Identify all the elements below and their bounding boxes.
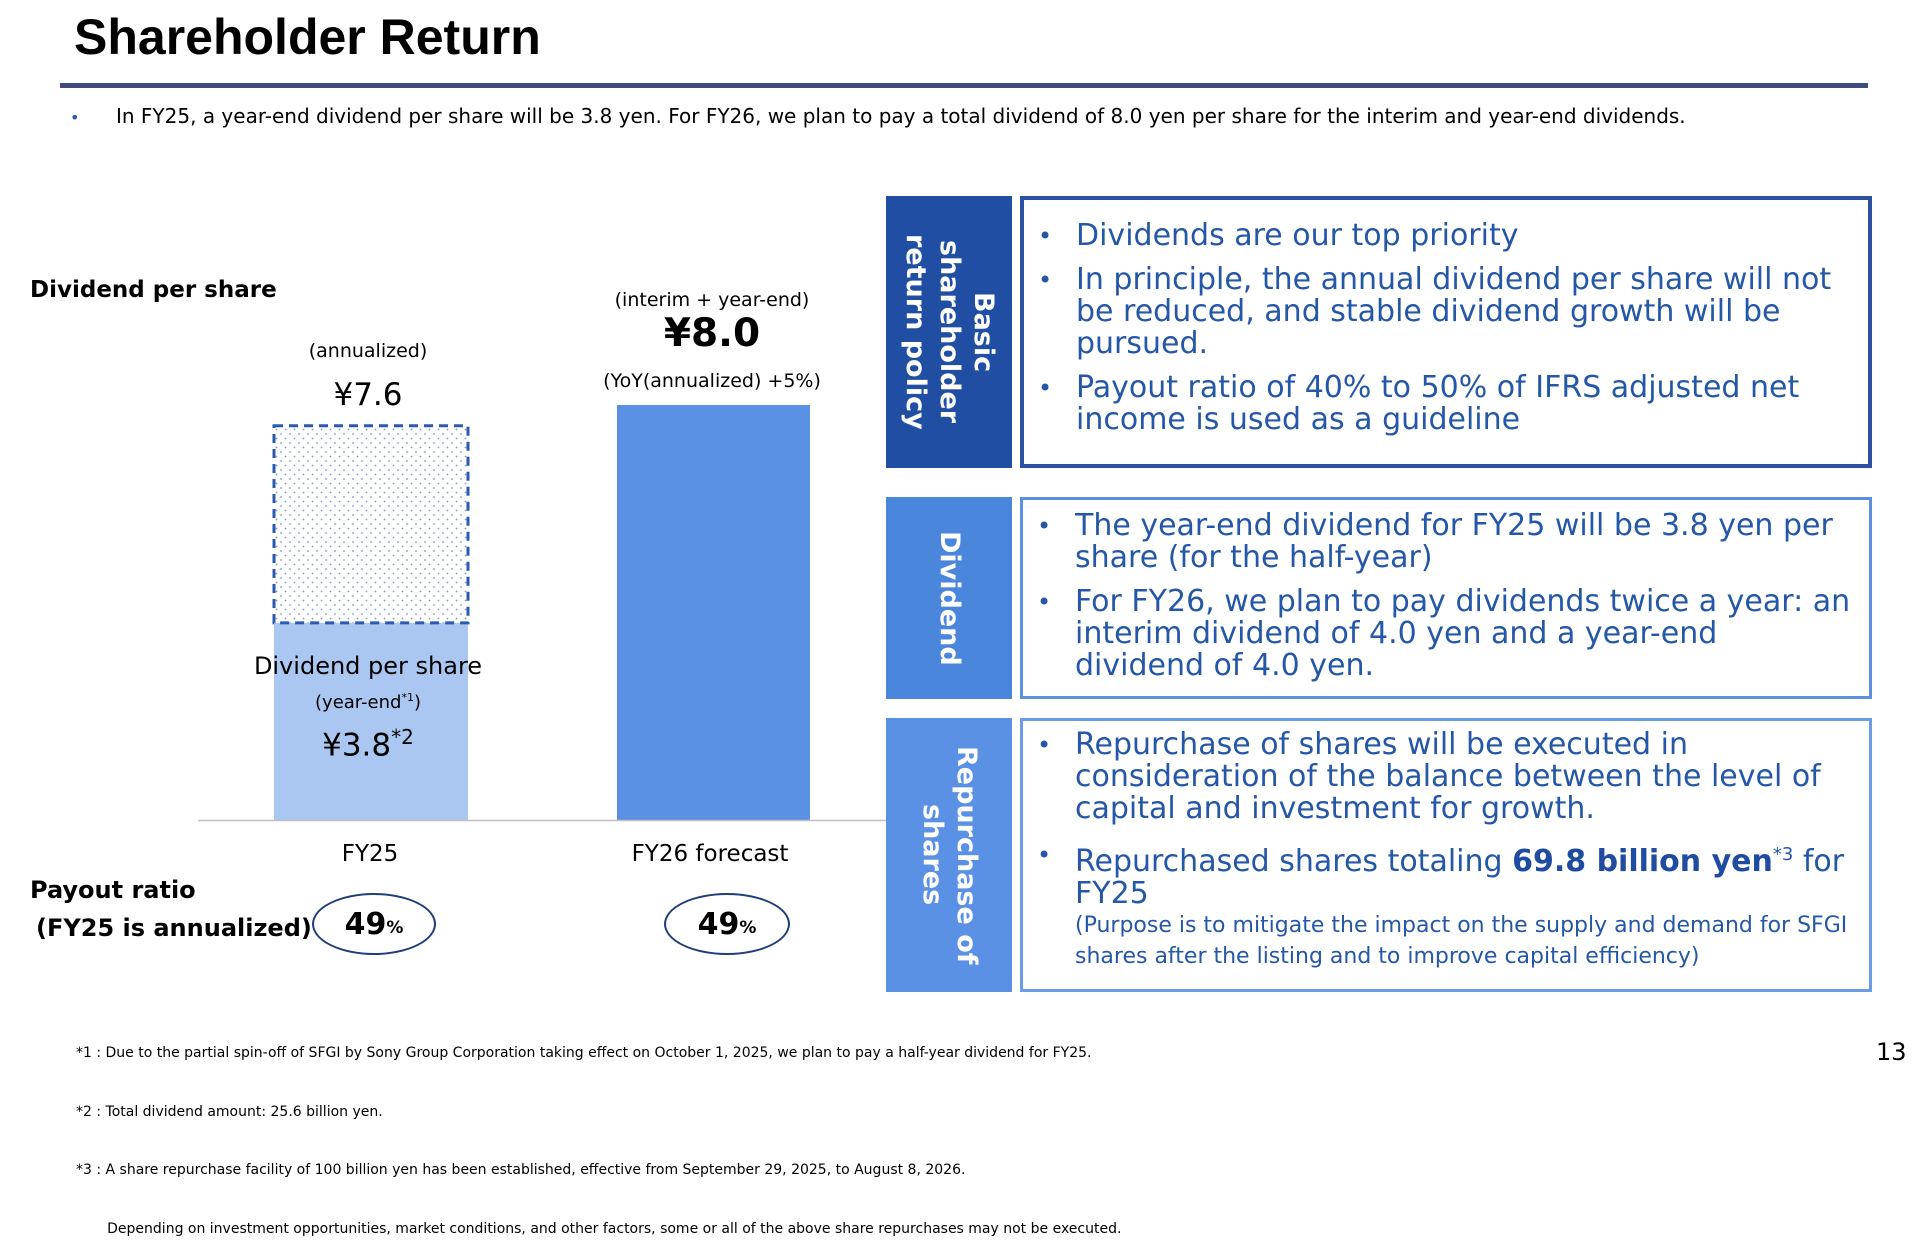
bar-fy25-annualized-outline	[272, 424, 470, 625]
policy-bullet-3: Payout ratio of 40% to 50% of IFRS adjus…	[1024, 372, 1850, 436]
payout-fy25-unit: %	[386, 918, 404, 938]
fy26-note: (interim + year-end)	[614, 289, 810, 311]
payout-ratio-title: Payout ratio	[30, 876, 196, 904]
repurchase-note: (Purpose is to mitigate the impact on th…	[1075, 913, 1848, 969]
tab-repurchase-label: Repurchase of shares	[917, 745, 982, 965]
tab-repurchase: Repurchase of shares	[886, 718, 1012, 992]
payout-ratio-subtitle: (FY25 is annualized)	[36, 914, 312, 942]
payout-fy26-unit: %	[739, 918, 757, 938]
repurchase-bullet-2-pre: Repurchased shares totaling	[1075, 844, 1513, 879]
payout-fy25-ellipse: 49%	[312, 893, 436, 955]
tab-basic-policy-label: Basic shareholder return policy	[900, 234, 999, 430]
payout-fy26-ellipse: 49%	[664, 893, 790, 955]
dividend-bullet-1: The year-end dividend for FY25 will be 3…	[1023, 510, 1851, 574]
fy25-bar-value-text: ¥3.8	[322, 727, 392, 764]
fy25-annualized-value: ¥7.6	[333, 377, 403, 413]
fy25-bar-value: ¥3.8*2	[258, 725, 478, 763]
y-axis-title: Dividend per share	[30, 277, 277, 303]
panel-basic-policy: Dividends are our top priority In princi…	[1020, 196, 1872, 468]
fy25-bar-sub-text: (year-end	[315, 692, 402, 713]
tab-dividend: Dividend	[886, 497, 1012, 699]
fy25-bar-value-sup: *2	[391, 725, 414, 749]
fy25-bar-sub: (year-end*1)	[268, 691, 468, 713]
repurchase-bullet-1: Repurchase of shares will be executed in…	[1023, 729, 1851, 825]
lead-text: In FY25, a year-end dividend per share w…	[116, 104, 1686, 128]
fy25-annualized-note: (annualized)	[308, 340, 428, 362]
panel-repurchase: Repurchase of shares will be executed in…	[1020, 718, 1872, 992]
dividend-chart	[198, 405, 888, 822]
panel-dividend: The year-end dividend for FY25 will be 3…	[1020, 497, 1872, 699]
payout-fy25-value: 49	[344, 906, 387, 942]
repurchase-amount: 69.8 billion yen	[1512, 844, 1773, 879]
title-divider	[60, 83, 1868, 88]
page-title: Shareholder Return	[74, 9, 541, 65]
repurchase-sup: *3	[1772, 844, 1794, 865]
bar-fy26-forecast	[617, 405, 810, 820]
payout-ratio-subtitle-text: (FY25 is annualized)	[36, 914, 312, 942]
repurchase-bullet-2-post: for FY25	[1075, 844, 1845, 911]
lead-bullet: • In FY25, a year-end dividend per share …	[70, 104, 1870, 128]
footnote-3: *3 : A share repurchase facility of 100 …	[76, 1162, 966, 1178]
tab-dividend-label: Dividend	[934, 530, 965, 666]
fy26-value: ¥8.0	[663, 311, 761, 356]
footnote-1: *1 : Due to the partial spin-off of SFGI…	[76, 1045, 1092, 1061]
repurchase-bullet-2: Repurchased shares totaling 69.8 billion…	[1023, 839, 1851, 910]
policy-bullet-1: Dividends are our top priority	[1024, 220, 1850, 253]
footnote-2: *2 : Total dividend amount: 25.6 billion…	[76, 1103, 383, 1120]
bar-fy25-year-end	[274, 622, 468, 820]
x-tick-fy25: FY25	[341, 841, 399, 867]
dividend-bullet-2: For FY26, we plan to pay dividends twice…	[1023, 586, 1851, 682]
page-number: 13	[1876, 1038, 1907, 1066]
policy-bullet-2: In principle, the annual dividend per sh…	[1024, 264, 1850, 360]
tab-basic-policy: Basic shareholder return policy	[886, 196, 1012, 468]
fy26-yoy: (YoY(annualized) +5%)	[603, 370, 821, 392]
payout-fy26-value: 49	[697, 906, 740, 942]
fy25-bar-sub-sup: *1	[401, 691, 414, 704]
footnotes: *1 : Due to the partial spin-off of SFGI…	[76, 1005, 1121, 1259]
bullet-dot-icon: •	[70, 108, 80, 127]
fy25-bar-label: Dividend per share	[253, 652, 483, 680]
fy25-bar-sub-close: )	[413, 692, 421, 713]
footnote-4: Depending on investment opportunities, m…	[76, 1220, 1122, 1237]
x-tick-fy26: FY26 forecast	[631, 841, 789, 867]
